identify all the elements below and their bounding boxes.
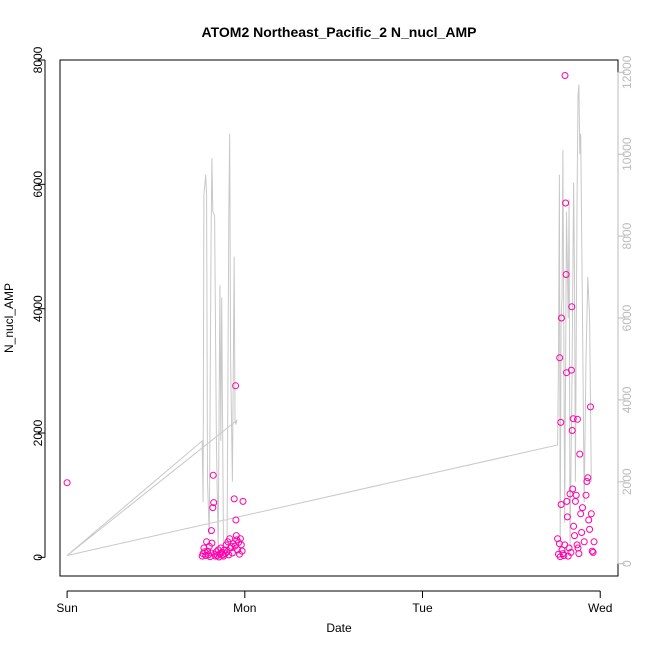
data-point [579,504,586,512]
y-axis-label: N_nucl_AMP [2,283,16,353]
series-line [66,84,592,557]
data-point [204,547,211,555]
data-point [587,403,594,411]
data-point [570,522,578,530]
data-point [568,303,576,311]
data-point [580,538,588,546]
y-tick-label: 0 [31,554,45,561]
data-point [576,450,584,458]
y2-tick-label: 10000 [620,137,634,171]
data-point [586,525,594,533]
data-point [557,501,565,508]
y2-tick-label: 12000 [620,55,634,89]
data-point [232,382,240,390]
data-point [589,548,597,556]
y2-tick-label: 6000 [620,304,634,331]
right-axis: 0 2000 4000 6000 8000 10000 12000 [617,55,634,567]
data-point [584,474,592,482]
y-tick-label: 4000 [31,295,45,322]
data-point [208,539,216,547]
data-point [209,504,217,512]
x-tick-label: Mon [233,601,256,615]
data-point [587,510,595,518]
data-point [572,491,580,499]
data-point [573,541,581,549]
data-point [238,547,246,555]
data-point [232,516,240,524]
series-point-layer [63,72,598,561]
data-point [217,544,225,552]
y-tick-label: 6000 [31,171,45,198]
data-point [210,499,218,507]
chart-title: ATOM2 Northeast_Pacific_2 N_nucl_AMP [202,24,477,40]
data-point [574,415,581,423]
data-point [571,532,578,540]
data-point [228,549,236,557]
data-point [561,72,569,79]
data-point [236,535,244,543]
data-point [563,497,571,505]
data-point [221,550,229,558]
data-point [563,513,571,521]
x-tick-label: Tue [412,601,433,615]
left-axis: 0 2000 4000 6000 8000 [31,46,46,561]
plot-frame [59,59,619,577]
data-point [558,314,565,322]
data-point [582,491,590,499]
data-point [585,516,593,524]
y-tick-label: 2000 [31,419,45,446]
data-point [569,415,577,423]
x-axis-label: Date [326,621,352,635]
y2-tick-label: 8000 [620,222,634,249]
y2-tick-label: 4000 [620,386,634,413]
data-point [209,471,217,479]
data-point [590,538,598,546]
data-point [234,546,242,554]
data-point [575,550,583,558]
bottom-axis: Sun Mon Tue Wed [56,590,612,615]
data-point [565,544,573,552]
data-point [562,199,570,207]
data-point [577,510,585,518]
data-point [225,551,233,559]
data-point [555,540,563,548]
data-point [569,485,577,493]
data-point [226,535,234,543]
y2-tick-label: 0 [620,560,634,567]
series-line-layer [66,84,592,557]
data-point [239,497,247,505]
y-tick-label: 8000 [31,46,45,73]
data-point [207,527,215,535]
data-point [583,478,591,485]
y2-tick-label: 2000 [620,468,634,495]
x-tick-label: Wed [588,601,612,615]
data-point [63,479,71,487]
data-point [571,497,579,505]
x-tick-label: Sun [56,601,77,615]
data-point [568,427,576,434]
data-point [557,418,565,426]
data-point [567,548,575,556]
data-point [560,552,568,559]
data-point [556,354,564,362]
data-point [562,271,570,278]
data-point [578,529,586,536]
data-point [230,495,238,503]
data-point [588,547,596,555]
data-point [567,366,575,374]
